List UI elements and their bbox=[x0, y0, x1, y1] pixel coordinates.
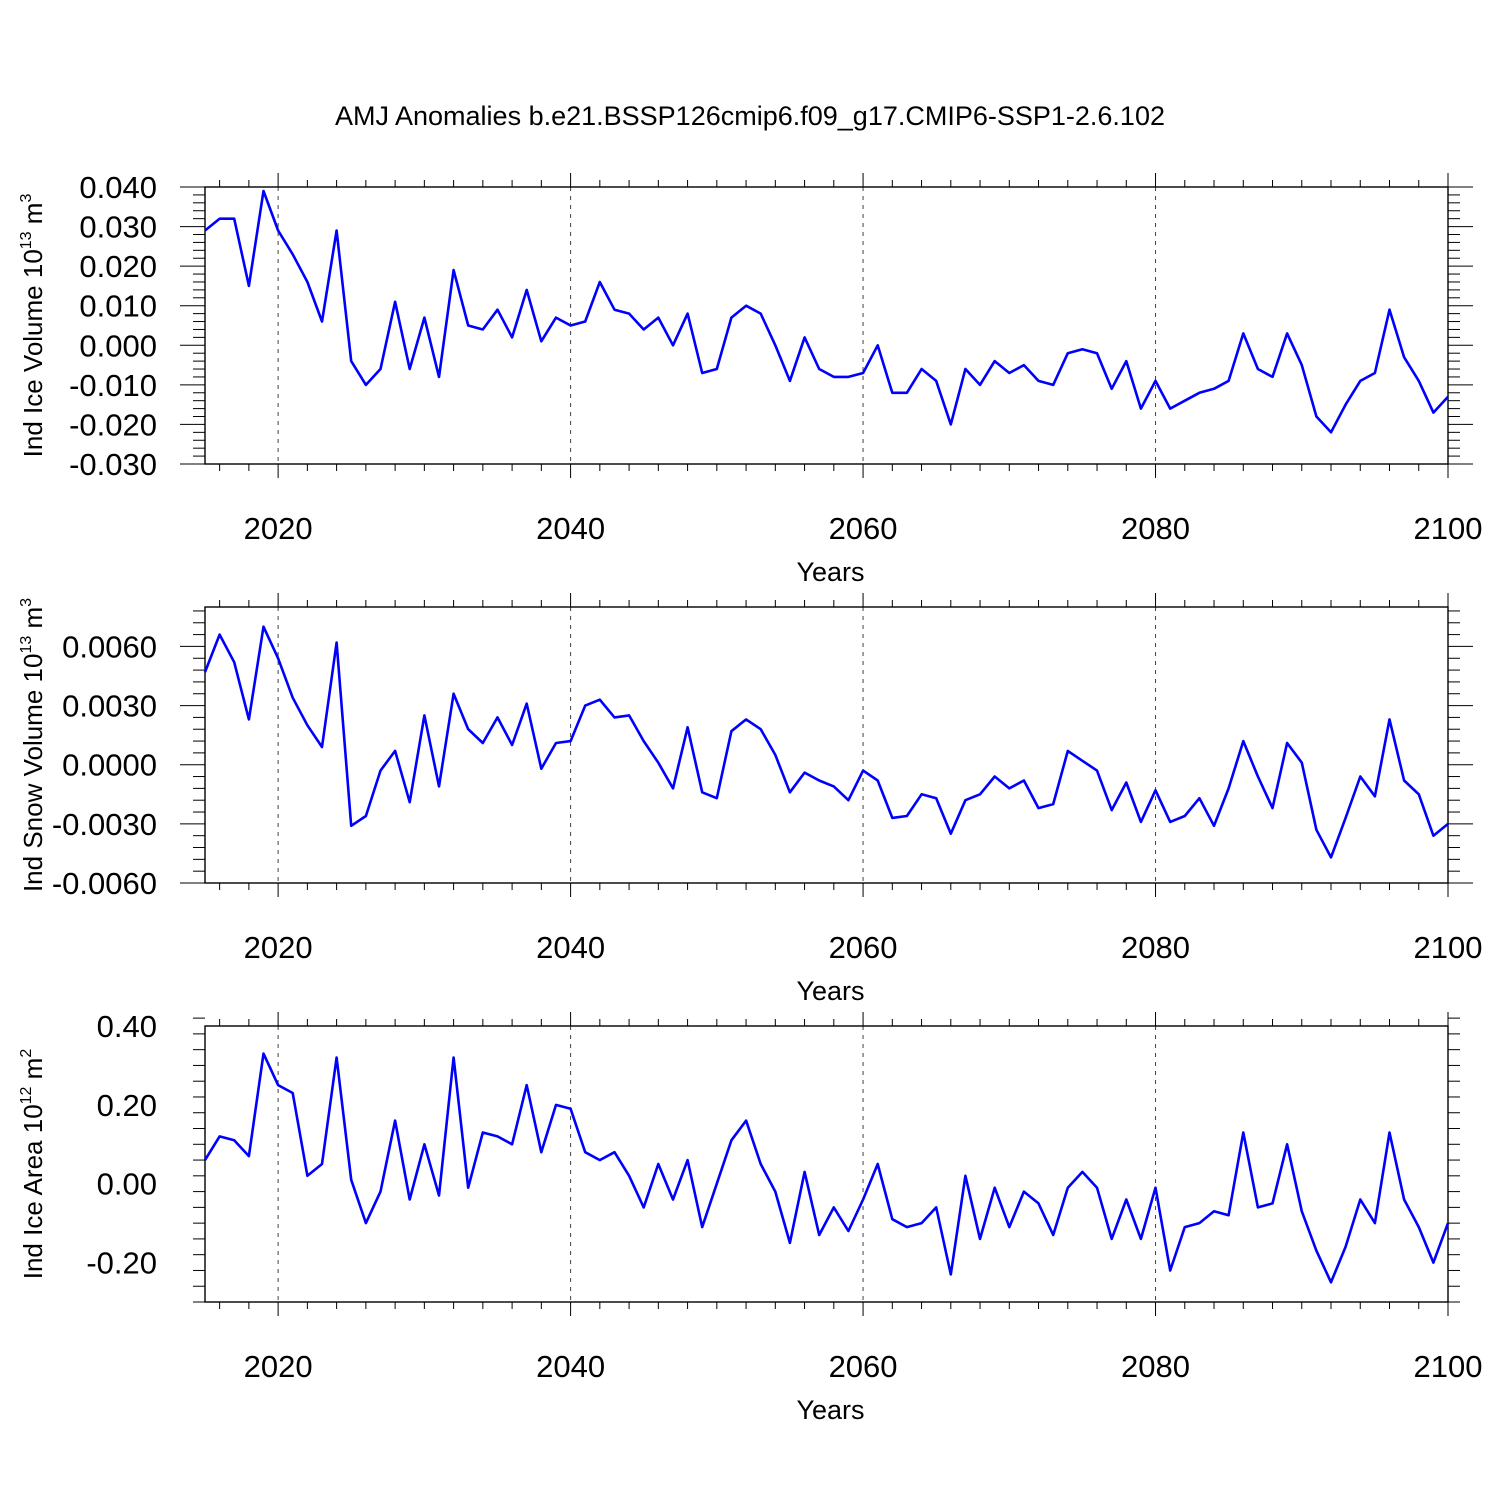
x-tick-label: 2060 bbox=[829, 930, 898, 965]
plot-frame bbox=[204, 186, 1449, 465]
y-tick-label: 0.0030 bbox=[62, 689, 157, 724]
series-line bbox=[203, 1052, 1450, 1284]
y-axis-title: Ind Snow Volume 1013 m3 bbox=[18, 598, 48, 892]
y-tick-label: 0.20 bbox=[97, 1088, 157, 1123]
main-title: AMJ Anomalies b.e21.BSSP126cmip6.f09_g17… bbox=[335, 101, 1165, 131]
x-tick-label: 2080 bbox=[1121, 930, 1190, 965]
y-tick-label: 0.020 bbox=[79, 249, 157, 284]
x-tick-label: 2020 bbox=[244, 930, 313, 965]
y-tick-label: -0.020 bbox=[69, 407, 157, 442]
y-tick-label: -0.0060 bbox=[52, 866, 157, 901]
y-tick-label: 0.000 bbox=[79, 328, 157, 363]
y-tick-label: 0.40 bbox=[97, 1009, 157, 1044]
chart-panel-3: 0.40 0.20 0.00 -0.20 2020 2040 2060 2080 2100 Yea… bbox=[18, 1009, 1482, 1425]
y-axis-title: Ind Ice Volume 1013 m3 bbox=[18, 194, 48, 458]
series-line bbox=[203, 625, 1449, 859]
y-tick-label: 0.040 bbox=[79, 170, 157, 205]
chart-panel-1: 0.040 0.030 0.020 0.010 0.000 -0.010 -0.020 -0.… bbox=[18, 170, 1482, 587]
x-tick-label: 2080 bbox=[1121, 1349, 1190, 1384]
x-tick-label: 2040 bbox=[536, 1349, 605, 1384]
x-tick-label: 2100 bbox=[1414, 511, 1483, 546]
plot-frame bbox=[204, 1025, 1449, 1303]
series-line bbox=[204, 189, 1449, 434]
y-tick-label: 0.030 bbox=[79, 210, 157, 245]
x-tick-label: 2020 bbox=[244, 511, 313, 546]
y-tick-label: 0.0060 bbox=[62, 629, 157, 664]
y-axis-title: Ind Ice Area 1012 m2 bbox=[18, 1049, 48, 1280]
x-tick-label: 2100 bbox=[1414, 930, 1483, 965]
y-tick-label: 0.00 bbox=[97, 1167, 157, 1202]
x-tick-label: 2100 bbox=[1414, 1349, 1483, 1384]
y-tick-label: -0.030 bbox=[69, 447, 157, 482]
x-tick-label: 2060 bbox=[829, 511, 898, 546]
x-axis-title: Years bbox=[796, 976, 864, 1006]
x-axis-title: Years bbox=[796, 1395, 864, 1425]
x-axis-title: Years bbox=[796, 557, 864, 587]
x-tick-label: 2060 bbox=[829, 1349, 898, 1384]
x-tick-label: 2080 bbox=[1121, 511, 1190, 546]
panels: 0.040 0.030 0.020 0.010 0.000 -0.010 -0.020 -0.… bbox=[18, 170, 1482, 1425]
y-tick-label: -0.0030 bbox=[52, 807, 157, 842]
y-tick-label: 0.010 bbox=[79, 289, 157, 324]
chart-panel-2: 0.0060 0.0030 0.0000 -0.0030 -0.0060 2020 2040… bbox=[18, 593, 1482, 1006]
x-tick-label: 2020 bbox=[244, 1349, 313, 1384]
plot-frame bbox=[204, 606, 1449, 884]
y-tick-label: -0.20 bbox=[86, 1246, 157, 1281]
x-tick-label: 2040 bbox=[536, 930, 605, 965]
x-tick-label: 2040 bbox=[536, 511, 605, 546]
y-tick-label: -0.010 bbox=[69, 368, 157, 403]
y-tick-label: 0.0000 bbox=[62, 748, 157, 783]
